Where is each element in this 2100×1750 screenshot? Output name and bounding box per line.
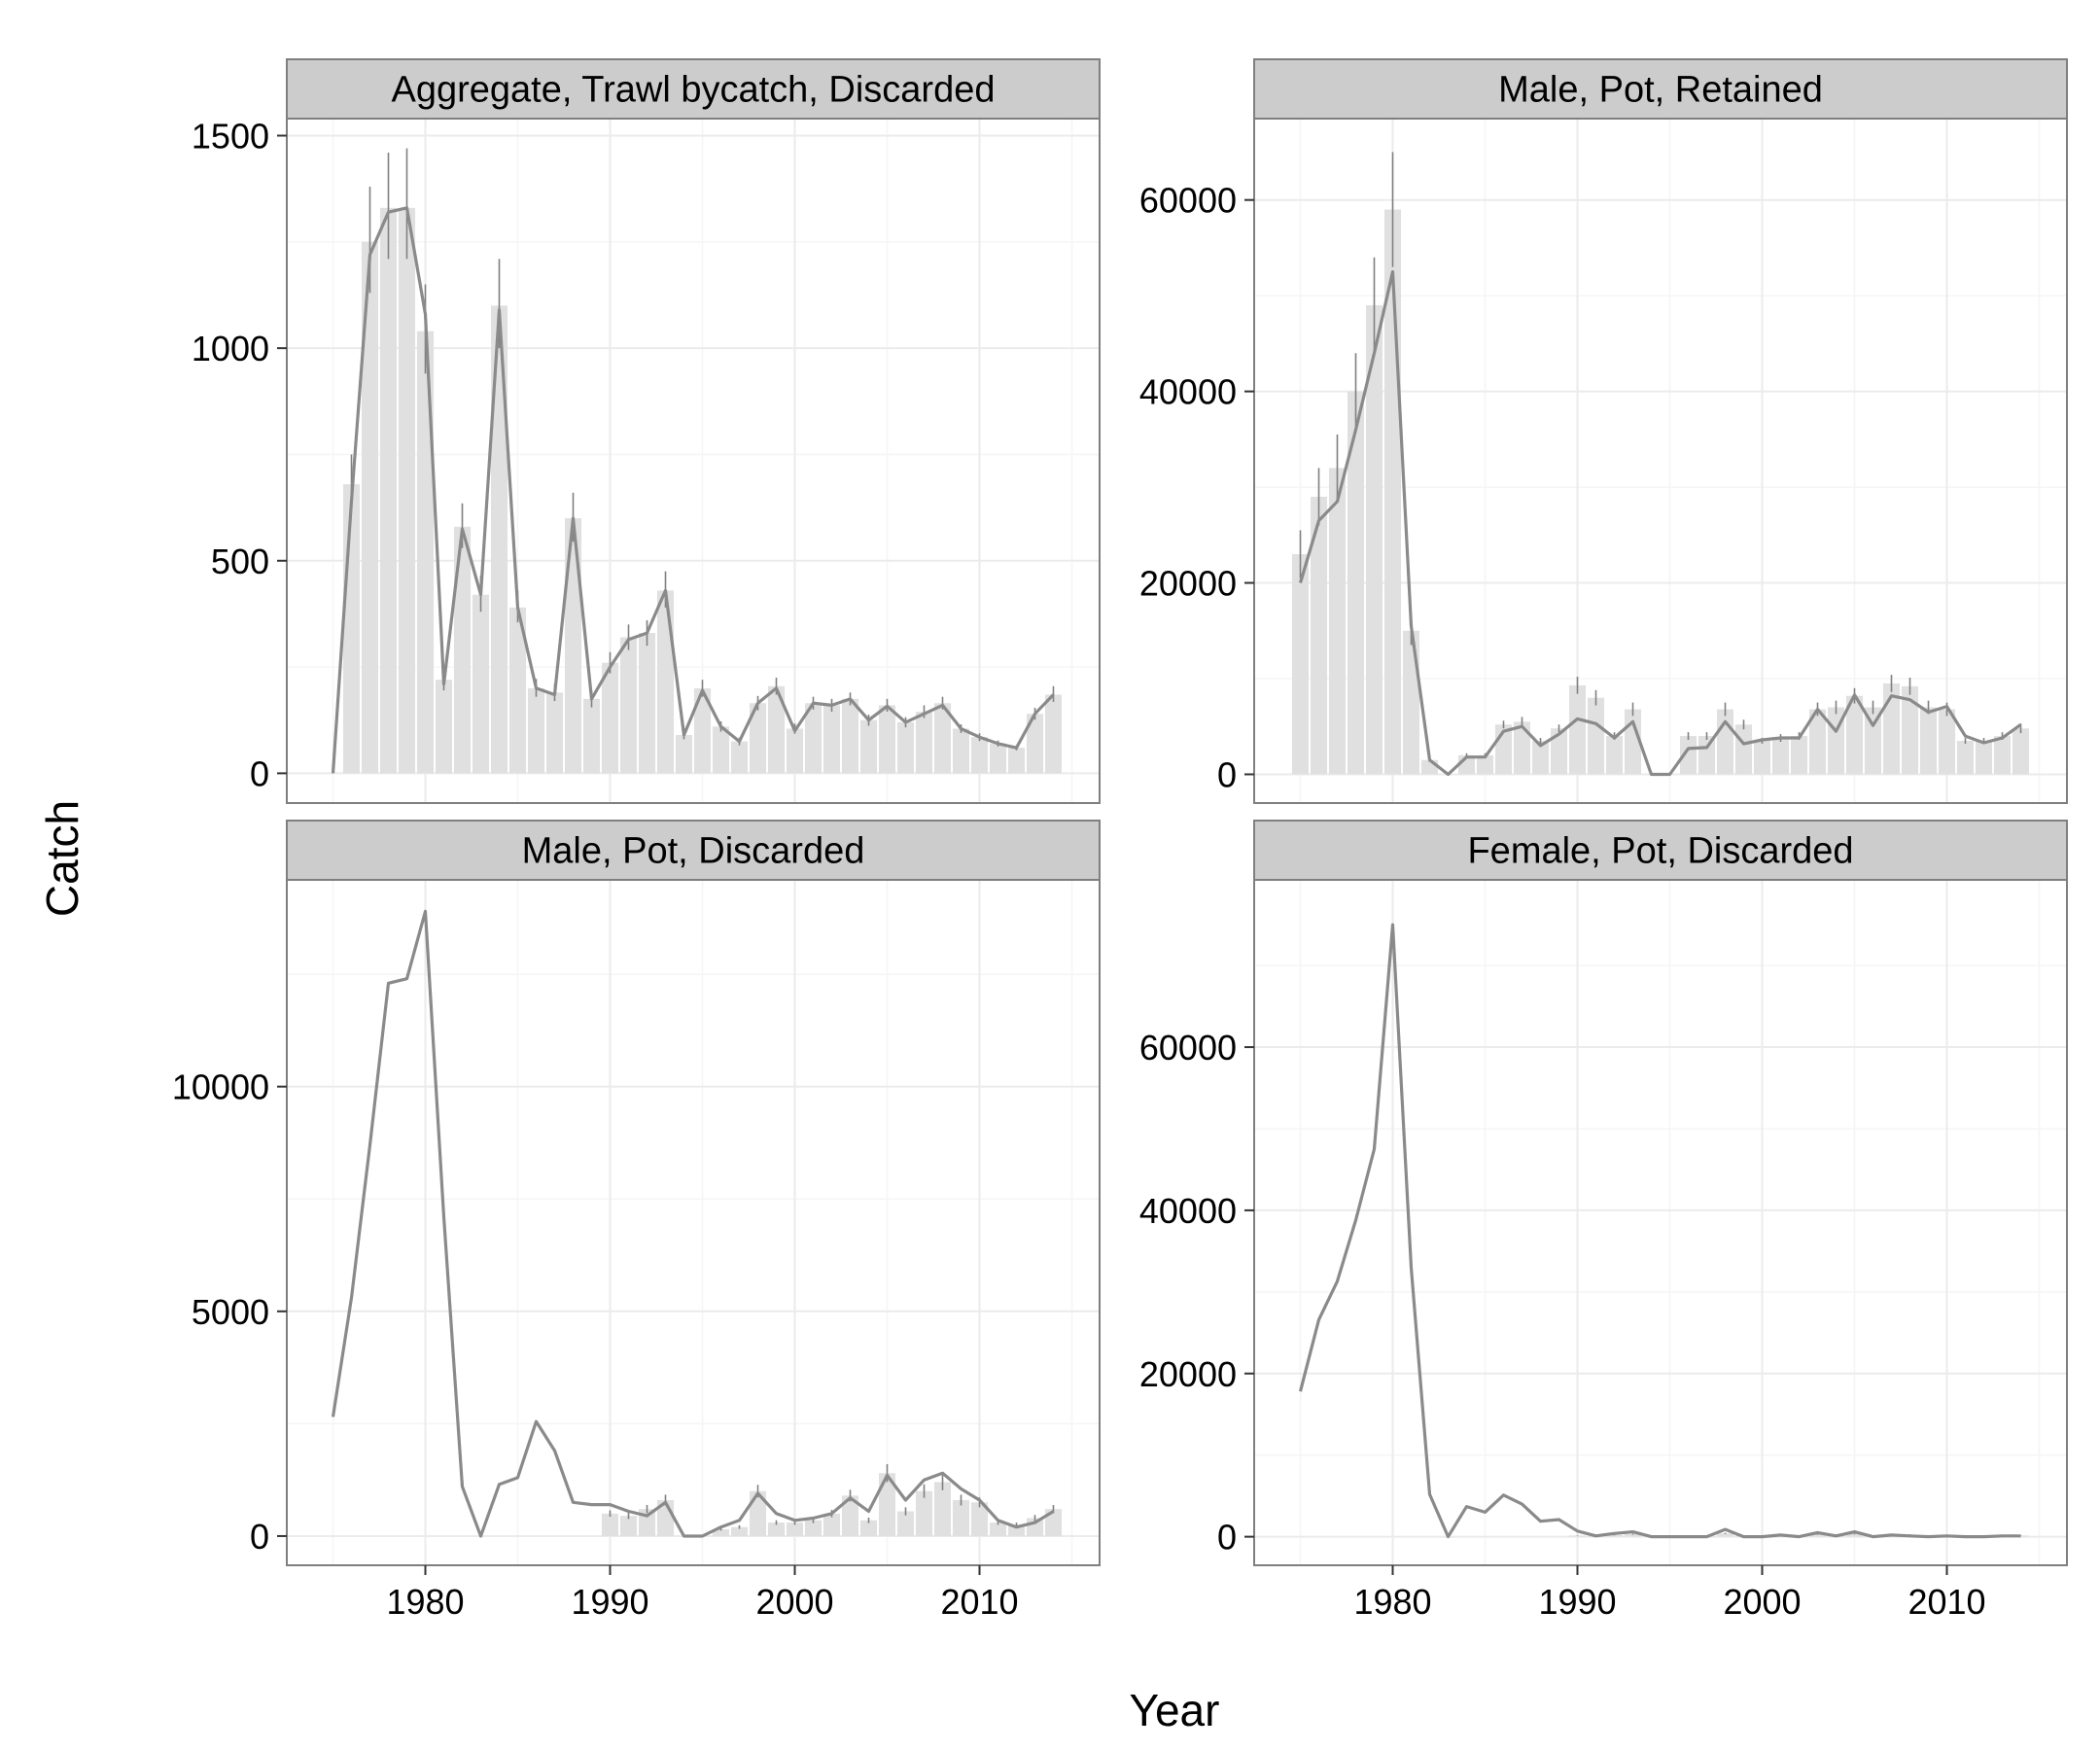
observed-bar: [1008, 748, 1025, 773]
observed-bar: [380, 208, 397, 774]
y-tick-label: 60000: [1139, 181, 1237, 221]
observed-bar: [953, 728, 969, 773]
y-tick-label: 1500: [192, 116, 269, 156]
observed-bar: [1421, 760, 1438, 775]
observed-bar: [879, 705, 895, 773]
y-tick-label: 500: [211, 542, 269, 581]
x-tick-label: 2010: [940, 1582, 1018, 1622]
observed-bar: [1606, 736, 1623, 774]
panel-title: Male, Pot, Discarded: [522, 831, 865, 872]
observed-bar: [657, 590, 674, 773]
observed-bar: [916, 712, 932, 773]
observed-bar: [971, 737, 988, 773]
observed-bar: [399, 208, 415, 774]
y-tick-label: 0: [1217, 754, 1237, 794]
y-tick-label: 20000: [1139, 564, 1237, 604]
panel-background: [1254, 880, 2067, 1565]
panel-aggregate-trawl-bycatch-discarded: Aggregate, Trawl bycatch, Discarded 0 500 1…: [192, 59, 1100, 803]
observed-bar: [1976, 741, 1992, 774]
y-tick-label: 40000: [1139, 1191, 1237, 1231]
observed-bar: [472, 595, 489, 774]
y-tick-label: 10000: [172, 1068, 269, 1107]
observed-bar: [842, 699, 858, 774]
observed-bar: [731, 742, 748, 774]
observed-bar: [1791, 736, 1807, 774]
panel-male-pot-discarded: Male, Pot, Discarded 0 5000 10000 1980 1990 20…: [172, 821, 1100, 1622]
observed-bar: [436, 680, 452, 773]
observed-bar: [583, 699, 600, 774]
y-tick-label: 0: [1217, 1518, 1237, 1558]
observed-bar: [1569, 685, 1586, 775]
y-tick-label: 5000: [192, 1292, 269, 1332]
observed-bar: [620, 637, 637, 773]
panel-title: Male, Pot, Retained: [1498, 70, 1823, 111]
y-tick-label: 0: [250, 1517, 269, 1557]
observed-bar: [1514, 721, 1530, 774]
observed-bar: [565, 518, 581, 773]
observed-bar: [1957, 741, 1974, 774]
y-tick-label: 60000: [1139, 1028, 1237, 1068]
observed-bar: [1045, 694, 1062, 773]
panel-title: Aggregate, Trawl bycatch, Discarded: [392, 70, 996, 111]
observed-bar: [602, 1514, 618, 1536]
x-tick-label: 1980: [1353, 1582, 1431, 1622]
x-tick-label: 1990: [1538, 1582, 1616, 1622]
panel-male-pot-retained: Male, Pot, Retained 0 20000 40000 60000: [1139, 59, 2067, 803]
y-tick-label: 0: [250, 753, 269, 793]
observed-bar: [676, 735, 692, 773]
observed-bar: [860, 720, 877, 774]
observed-bar: [2012, 728, 2029, 774]
x-axis-title: Year: [1130, 1685, 1220, 1735]
observed-bar: [1772, 738, 1789, 774]
x-tick-label: 2000: [755, 1582, 833, 1622]
observed-bar: [823, 705, 840, 773]
observed-bar: [343, 484, 360, 773]
observed-bar: [1717, 710, 1733, 775]
x-tick-label: 1980: [386, 1582, 464, 1622]
observed-bar: [454, 527, 471, 774]
observed-bar: [1994, 736, 2011, 774]
observed-bar: [546, 692, 563, 773]
y-axis-title: Catch: [37, 800, 88, 917]
observed-bar: [787, 728, 803, 773]
observed-bar: [897, 722, 914, 773]
y-tick-label: 20000: [1139, 1354, 1237, 1394]
y-tick-label: 1000: [192, 329, 269, 368]
observed-bar: [990, 744, 1006, 774]
x-tick-label: 1990: [571, 1582, 648, 1622]
observed-bar: [528, 688, 544, 773]
observed-bar: [1403, 631, 1419, 775]
x-tick-label: 2010: [1908, 1582, 1985, 1622]
panel-female-pot-discarded: Female, Pot, Discarded 0 20000 40000 60000 19…: [1139, 821, 2067, 1622]
observed-bar: [639, 633, 655, 773]
observed-bar: [1920, 708, 1937, 775]
observed-bar: [713, 726, 729, 773]
x-tick-label: 2000: [1723, 1582, 1801, 1622]
observed-bar: [417, 332, 434, 774]
panel-background: [287, 880, 1100, 1565]
observed-bar: [1735, 724, 1752, 774]
observed-bar: [1329, 468, 1346, 774]
observed-bar: [1939, 710, 1955, 775]
observed-bar: [1754, 741, 1770, 774]
panel-title: Female, Pot, Discarded: [1467, 831, 1853, 872]
observed-bar: [1292, 554, 1309, 774]
y-tick-label: 40000: [1139, 372, 1237, 412]
observed-bar: [1588, 698, 1604, 775]
